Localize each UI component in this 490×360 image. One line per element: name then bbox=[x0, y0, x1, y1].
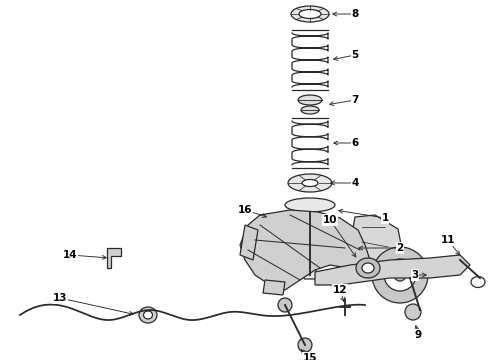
Ellipse shape bbox=[288, 174, 332, 192]
Text: 16: 16 bbox=[238, 205, 252, 215]
Text: 5: 5 bbox=[351, 50, 359, 60]
Ellipse shape bbox=[285, 198, 335, 212]
Circle shape bbox=[394, 269, 406, 281]
Text: 10: 10 bbox=[323, 215, 337, 225]
Text: 15: 15 bbox=[303, 353, 317, 360]
Polygon shape bbox=[263, 280, 285, 295]
Text: 2: 2 bbox=[396, 243, 404, 253]
FancyBboxPatch shape bbox=[304, 239, 316, 279]
Ellipse shape bbox=[144, 311, 152, 319]
Text: 7: 7 bbox=[351, 95, 359, 105]
Ellipse shape bbox=[356, 258, 380, 278]
Text: 11: 11 bbox=[441, 235, 455, 245]
Polygon shape bbox=[350, 215, 402, 285]
Ellipse shape bbox=[362, 263, 374, 273]
Polygon shape bbox=[315, 255, 470, 285]
Text: 1: 1 bbox=[381, 213, 389, 223]
Polygon shape bbox=[240, 210, 370, 290]
Ellipse shape bbox=[301, 106, 319, 114]
Text: 8: 8 bbox=[351, 9, 359, 19]
Circle shape bbox=[384, 259, 416, 291]
Text: 14: 14 bbox=[63, 250, 77, 260]
Text: 3: 3 bbox=[412, 270, 418, 280]
Circle shape bbox=[298, 338, 312, 352]
Text: 13: 13 bbox=[53, 293, 67, 303]
Circle shape bbox=[405, 304, 421, 320]
Circle shape bbox=[278, 298, 292, 312]
Ellipse shape bbox=[298, 95, 322, 105]
Polygon shape bbox=[107, 248, 121, 268]
Ellipse shape bbox=[299, 9, 321, 18]
Circle shape bbox=[372, 247, 428, 303]
Text: 6: 6 bbox=[351, 138, 359, 148]
Polygon shape bbox=[240, 225, 258, 260]
Text: 4: 4 bbox=[351, 178, 359, 188]
Ellipse shape bbox=[291, 6, 329, 22]
Text: 12: 12 bbox=[333, 285, 347, 295]
Ellipse shape bbox=[139, 307, 157, 323]
Ellipse shape bbox=[302, 180, 318, 186]
FancyBboxPatch shape bbox=[303, 212, 317, 239]
Text: 9: 9 bbox=[415, 330, 421, 340]
